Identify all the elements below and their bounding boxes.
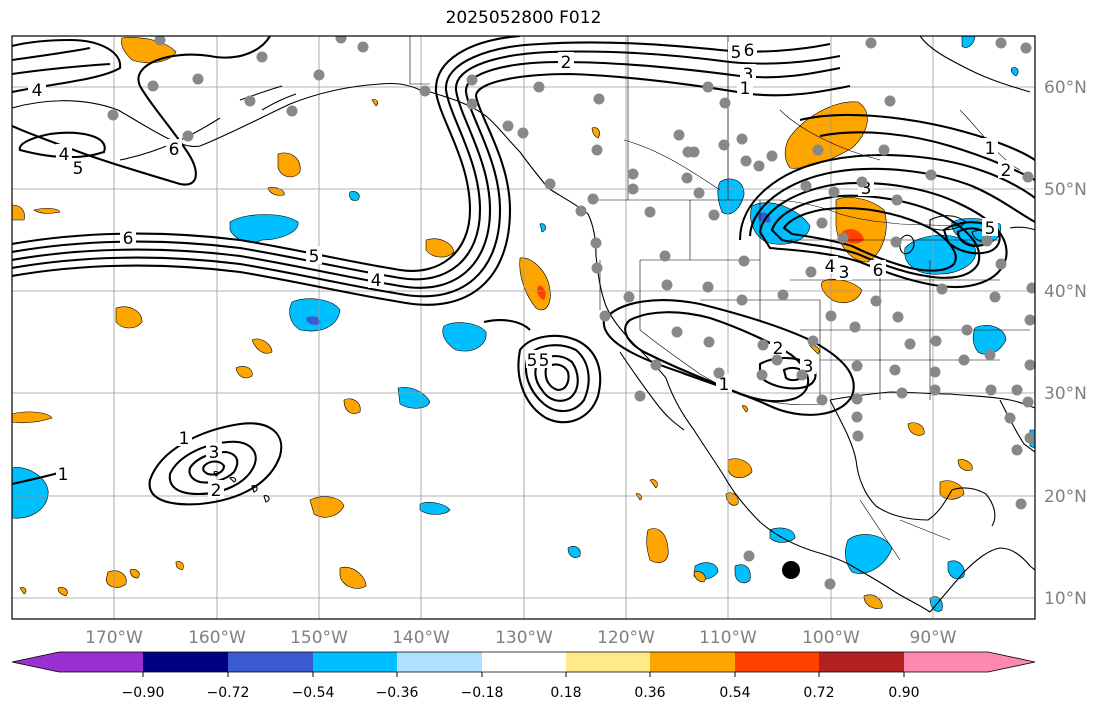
longitude-labels: 170°W 160°W 150°W 140°W 130°W 120°W 110°… — [85, 628, 957, 648]
contour-label: 5 — [985, 219, 996, 239]
colorbar-segment — [59, 652, 143, 672]
contour-label: 3 — [803, 357, 814, 377]
lon-tick-label: 160°W — [188, 628, 246, 648]
lat-tick-label: 50°N — [1044, 180, 1087, 200]
contour-label: 4 — [825, 257, 836, 277]
lon-tick-label: 90°W — [910, 628, 957, 648]
contour-label: 1 — [740, 79, 751, 99]
colorbar-segment — [397, 652, 482, 672]
colorbar-segment — [650, 652, 735, 672]
station-markers — [107, 36, 1035, 590]
contour-label: 1 — [719, 375, 730, 395]
lat-tick-label: 20°N — [1044, 487, 1087, 507]
colorbar-segment — [228, 652, 313, 672]
contour-label: 2 — [1001, 161, 1012, 181]
colorbar-tick-label: −0.18 — [461, 685, 504, 701]
map-title: 2025052800 F012 — [445, 8, 602, 28]
contour-label: 5 — [527, 351, 538, 371]
lon-tick-label: 140°W — [392, 628, 450, 648]
lat-tick-label: 60°N — [1044, 78, 1087, 98]
contour-label: 5 — [73, 159, 84, 179]
contour-label: 3 — [861, 179, 872, 199]
colorbar-segment — [143, 652, 228, 672]
lat-tick-label: 40°N — [1044, 282, 1087, 302]
colorbar-tick-label: −0.90 — [122, 685, 165, 701]
lon-tick-label: 170°W — [85, 628, 143, 648]
lon-tick-label: 130°W — [495, 628, 553, 648]
colorbar-over-extension — [988, 652, 1035, 672]
contour-label: 2 — [211, 481, 222, 501]
contour-label: 2 — [773, 339, 784, 359]
contour-label: 3 — [209, 443, 220, 463]
colorbar-tick-label: −0.36 — [376, 685, 419, 701]
contour-label: 4 — [59, 145, 70, 165]
contour-label: 6 — [744, 41, 755, 61]
lat-tick-label: 30°N — [1044, 384, 1087, 404]
colorbar-segment — [819, 652, 904, 672]
latitude-labels: 60°N 50°N 40°N 30°N 20°N 10°N — [1044, 78, 1087, 609]
contour-lines — [12, 36, 1035, 506]
contour-label: 2 — [561, 53, 572, 73]
colorbar-under-extension — [12, 652, 59, 672]
map-frame — [11, 35, 1036, 620]
contour-label: 4 — [32, 81, 43, 101]
contour-label: 3 — [743, 65, 754, 85]
colorbar-segment — [313, 652, 397, 672]
colorbar-segment — [735, 652, 819, 672]
lon-tick-label: 100°W — [802, 628, 860, 648]
colorbar-segment — [904, 652, 988, 672]
contour-label: 3 — [839, 263, 850, 283]
colorbar-tick-label: −0.54 — [292, 685, 335, 701]
colorbar-tick-label: −0.72 — [207, 685, 250, 701]
contour-label: 6 — [169, 140, 180, 160]
lon-tick-label: 110°W — [699, 628, 757, 648]
highlight-marker — [782, 561, 800, 579]
colorbar — [11, 651, 1036, 677]
contour-label: 1 — [179, 429, 190, 449]
colorbar-tick-label: 0.36 — [634, 685, 665, 701]
lon-tick-label: 150°W — [290, 628, 348, 648]
contour-labels: 4 4 5 6 6 5 4 2 5 6 3 1 1 2 — [28, 40, 1014, 501]
map-plot-area: 4 4 5 6 6 5 4 2 5 6 3 1 1 2 — [12, 36, 1035, 619]
colorbar-tick-label: 0.54 — [719, 685, 750, 701]
colorbar-outline — [11, 651, 1036, 673]
contour-label: 1 — [985, 139, 996, 159]
contour-label: 5 — [731, 43, 742, 63]
contour-label: 5 — [539, 351, 550, 371]
colorbar-segment — [482, 652, 566, 672]
contour-label: 6 — [873, 261, 884, 281]
colorbar-tick-labels: −0.90 −0.72 −0.54 −0.36 −0.18 0.18 0.36 … — [122, 685, 920, 701]
contour-label: 5 — [309, 247, 320, 267]
colorbar-tick-label: 0.90 — [888, 685, 919, 701]
colorbar-segment — [566, 652, 650, 672]
contour-label: 4 — [371, 271, 382, 291]
contour-label: 6 — [123, 229, 134, 249]
colorbar-tick-label: 0.18 — [550, 685, 581, 701]
lon-tick-label: 120°W — [597, 628, 655, 648]
contour-label: 1 — [58, 465, 69, 485]
colorbar-tick-label: 0.72 — [803, 685, 834, 701]
lat-tick-label: 10°N — [1044, 589, 1087, 609]
